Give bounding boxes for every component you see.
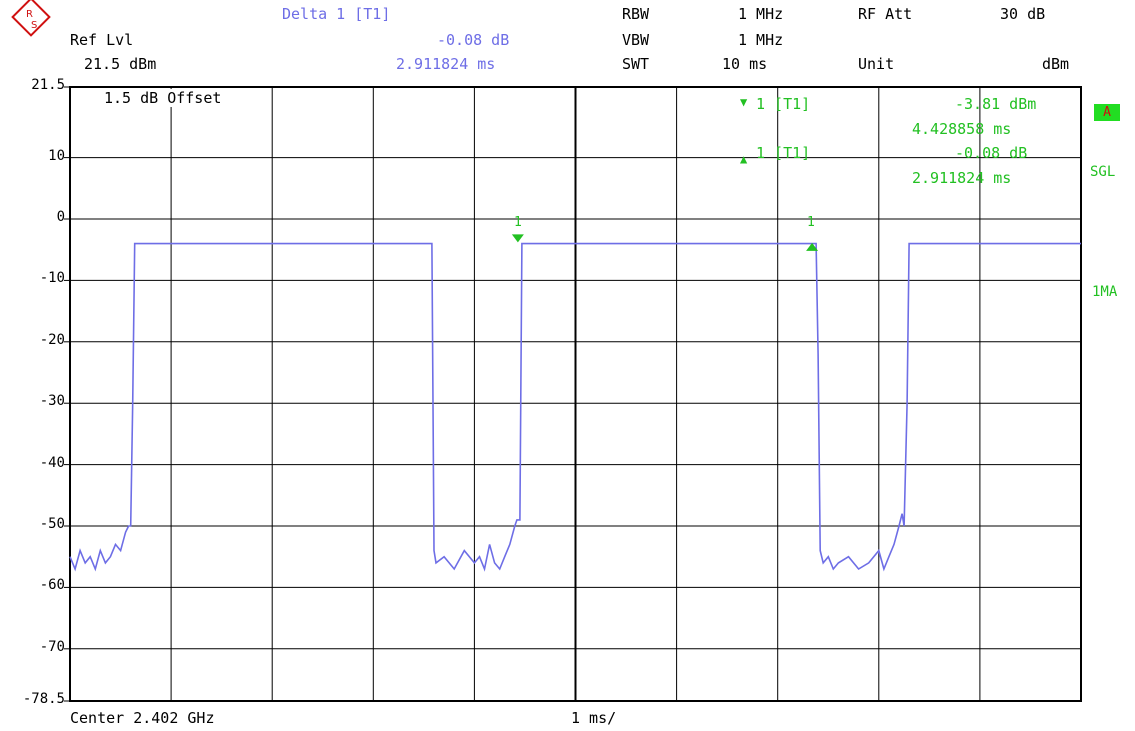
rbw-value: 1 MHz [738,5,784,23]
rf-att-value: 30 dB [1000,5,1046,23]
delta1-value: -0.08 dB [955,144,1028,162]
delta-marker-triangle [806,242,819,251]
sweep-mode-label: SGL [1090,164,1116,180]
trace-line [69,242,1081,572]
trace-marker-label: 1 [514,215,522,230]
span-per-division: 1 ms/ [571,709,617,727]
delta1-label: 1 [T1] [756,144,811,162]
svg-text:S: S [31,20,37,31]
y-tick-label: 0 [56,209,65,225]
rbw-label: RBW [622,5,650,23]
vbw-label: VBW [622,31,650,49]
ref-level-label: Ref Lvl [70,31,134,49]
unit-value: dBm [1042,55,1070,73]
ref-level-value: 21.5 dBm [84,55,157,73]
swt-label: SWT [622,55,650,73]
plot-grid [70,87,1081,701]
marker1-label: 1 [T1] [756,95,811,113]
unit-label: Unit [858,55,895,73]
center-frequency: Center 2.402 GHz [70,709,215,727]
delta1-arrow-icon: ▲ [740,152,748,166]
trace-mode-label: 1MA [1092,284,1118,300]
marker1-value: -3.81 dBm [955,95,1037,113]
delta-time: 2.911824 ms [396,55,496,73]
vbw-value: 1 MHz [738,31,784,49]
delta-title: Delta 1 [T1] [282,5,391,23]
marker1-time: 4.428858 ms [912,120,1012,138]
svg-text:R: R [26,9,33,20]
y-tick-label: 21.5 [31,77,65,93]
y-tick-label: -78.5 [22,691,65,707]
y-tick-label: -10 [39,270,65,287]
delta-value: -0.08 dB [437,31,510,49]
trace-marker-triangle [511,234,524,243]
y-axis-ticks [64,86,70,702]
y-tick-label: 10 [48,147,65,164]
delta-marker-label: 1 [807,215,815,230]
swt-value: 10 ms [722,55,768,73]
plot-frame [69,86,1082,702]
y-tick-label: -70 [39,638,65,655]
delta1-time: 2.911824 ms [912,169,1012,187]
y-tick-label: -50 [39,516,65,532]
rf-att-label: RF Att [858,5,913,23]
offset-label: 1.5 dB Offset [100,89,226,107]
y-tick-label: -60 [39,577,65,594]
rohde-schwarz-logo-icon: R S [11,0,51,37]
y-tick-label: -20 [39,331,65,348]
y-tick-label: -30 [39,393,65,410]
marker1-arrow-icon: ▼ [740,95,748,109]
trace-a-badge: A [1094,104,1120,121]
y-tick-label: -40 [39,454,65,471]
